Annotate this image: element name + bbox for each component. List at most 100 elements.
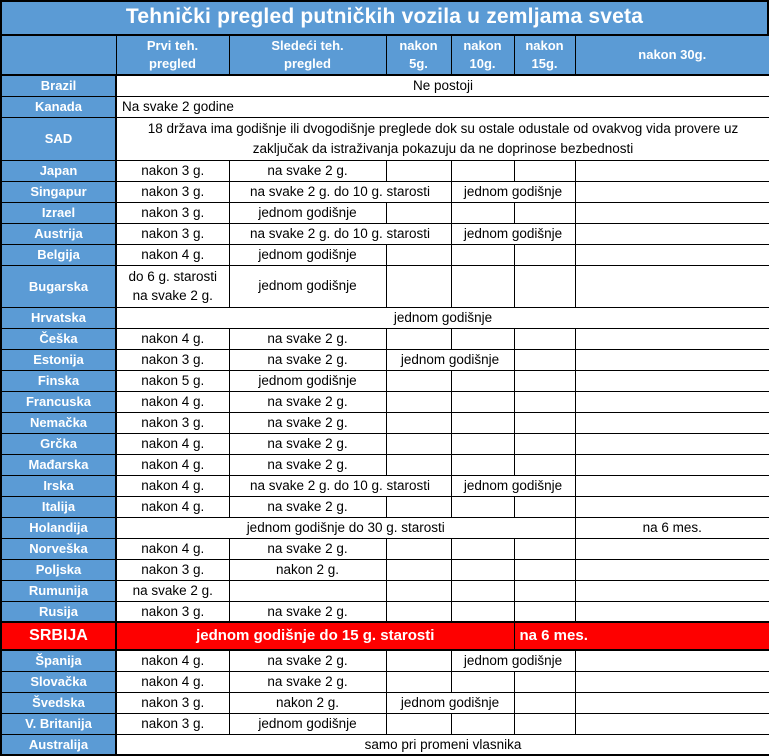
page-title: Tehnički pregled putničkih vozila u zeml… bbox=[0, 0, 769, 34]
table-cell bbox=[574, 474, 769, 497]
table-cell bbox=[513, 432, 576, 455]
table-cell: nakon 3 g. bbox=[115, 159, 230, 182]
column-header-0 bbox=[0, 34, 117, 76]
table-row: SAD 18 država ima godišnje ili dvogodišnj… bbox=[0, 116, 769, 161]
country-label: SAD bbox=[0, 116, 117, 161]
country-label: Irska bbox=[0, 474, 117, 497]
table-cell bbox=[385, 453, 452, 476]
table-cell: jednom godišnje bbox=[385, 348, 515, 371]
table-cell: nakon 3 g. bbox=[115, 691, 230, 714]
table-row: SRBIJA jednom godišnje do 15 g. starosti n… bbox=[0, 621, 769, 652]
table-cell bbox=[513, 558, 576, 581]
table-cell bbox=[450, 201, 515, 224]
country-label: Italija bbox=[0, 495, 117, 518]
table-cell bbox=[513, 712, 576, 735]
table-cell bbox=[450, 411, 515, 434]
table-cell bbox=[574, 649, 769, 672]
table-cell: nakon 4 g. bbox=[115, 453, 230, 476]
table-cell bbox=[385, 432, 452, 455]
country-label: Singapur bbox=[0, 180, 117, 203]
table-row: Singapur nakon 3 g. na svake 2 g. do 10 g.… bbox=[0, 180, 769, 203]
table-cell: jednom godišnje bbox=[228, 264, 387, 308]
table-cell: na svake 2 g. do 10 g. starosti bbox=[228, 222, 452, 245]
table-cell: na svake 2 g. bbox=[115, 579, 230, 602]
table-cell bbox=[450, 390, 515, 413]
table-cell bbox=[450, 432, 515, 455]
country-label: Kanada bbox=[0, 95, 117, 118]
table-cell: na svake 2 g. bbox=[228, 432, 387, 455]
table-cell bbox=[574, 348, 769, 371]
table-cell bbox=[228, 579, 387, 602]
table-row: Poljska nakon 3 g. nakon 2 g. bbox=[0, 558, 769, 581]
table-row: Italija nakon 4 g. na svake 2 g. bbox=[0, 495, 769, 518]
table-row: Rusija nakon 3 g. na svake 2 g. bbox=[0, 600, 769, 623]
table-cell: jednom godišnje bbox=[450, 474, 576, 497]
table-cell: na svake 2 g. bbox=[228, 495, 387, 518]
table-cell bbox=[513, 579, 576, 602]
table-cell bbox=[513, 600, 576, 623]
table-cell: nakon 4 g. bbox=[115, 390, 230, 413]
table-row: Australija samo pri promeni vlasnika bbox=[0, 733, 769, 756]
table-cell: 18 država ima godišnje ili dvogodišnje p… bbox=[115, 116, 769, 161]
inspection-table: Prvi teh. pregled Sledeći teh. pregled nakon… bbox=[0, 34, 769, 756]
table-cell: nakon 3 g. bbox=[115, 558, 230, 581]
table-cell bbox=[574, 670, 769, 693]
table-cell bbox=[513, 537, 576, 560]
table-cell: na svake 2 g. bbox=[228, 670, 387, 693]
table-cell bbox=[385, 537, 452, 560]
table-cell bbox=[574, 390, 769, 413]
table-row: Češka nakon 4 g. na svake 2 g. bbox=[0, 327, 769, 350]
table-row: Francuska nakon 4 g. na svake 2 g. bbox=[0, 390, 769, 413]
table-row: V. Britanija nakon 3 g. jednom godišnje bbox=[0, 712, 769, 735]
country-label: Brazil bbox=[0, 74, 117, 97]
table-cell: na svake 2 g. bbox=[228, 537, 387, 560]
country-label: Austrija bbox=[0, 222, 117, 245]
table-row: Mađarska nakon 4 g. na svake 2 g. bbox=[0, 453, 769, 476]
table-cell: nakon 3 g. bbox=[115, 201, 230, 224]
table-header: Prvi teh. pregled Sledeći teh. pregled nakon… bbox=[0, 34, 769, 76]
table-cell bbox=[574, 712, 769, 735]
table-cell bbox=[450, 712, 515, 735]
table-row: Hrvatska jednom godišnje bbox=[0, 306, 769, 329]
table-cell bbox=[450, 600, 515, 623]
table-cell: nakon 4 g. bbox=[115, 670, 230, 693]
table-cell: jednom godišnje do 15 g. starosti bbox=[115, 621, 515, 652]
table-cell: do 6 g. starosti na svake 2 g. bbox=[115, 264, 230, 308]
table-row: Švedska nakon 3 g. nakon 2 g. jednom godišn… bbox=[0, 691, 769, 714]
table-cell bbox=[385, 243, 452, 266]
country-label: Rumunija bbox=[0, 579, 117, 602]
table-row: Belgija nakon 4 g. jednom godišnje bbox=[0, 243, 769, 266]
table-cell bbox=[574, 327, 769, 350]
table-cell bbox=[450, 558, 515, 581]
country-label: Španija bbox=[0, 649, 117, 672]
country-label: SRBIJA bbox=[0, 621, 117, 652]
table-body: Brazil Ne postoji Kanada Na svake 2 godine S… bbox=[0, 74, 769, 756]
table-cell: na 6 mes. bbox=[574, 516, 769, 539]
table-cell bbox=[513, 327, 576, 350]
table-cell: nakon 4 g. bbox=[115, 327, 230, 350]
table-cell bbox=[574, 579, 769, 602]
table-cell bbox=[450, 369, 515, 392]
table-cell: na svake 2 g. bbox=[228, 348, 387, 371]
country-label: Estonija bbox=[0, 348, 117, 371]
table-row: Nemačka nakon 3 g. na svake 2 g. bbox=[0, 411, 769, 434]
table-cell: jednom godišnje bbox=[450, 222, 576, 245]
table-cell bbox=[574, 432, 769, 455]
table-cell bbox=[513, 264, 576, 308]
table-cell bbox=[513, 390, 576, 413]
table-cell: nakon 4 g. bbox=[115, 243, 230, 266]
table-cell: jednom godišnje bbox=[450, 180, 576, 203]
table-row: Bugarska do 6 g. starosti na svake 2 g. je… bbox=[0, 264, 769, 308]
table-cell bbox=[574, 159, 769, 182]
table-cell: nakon 3 g. bbox=[115, 712, 230, 735]
country-label: Hrvatska bbox=[0, 306, 117, 329]
column-header-5: nakon 15g. bbox=[513, 34, 576, 76]
table-cell: nakon 4 g. bbox=[115, 432, 230, 455]
country-label: Češka bbox=[0, 327, 117, 350]
table-cell bbox=[385, 390, 452, 413]
table-cell bbox=[385, 579, 452, 602]
column-header-4: nakon 10g. bbox=[450, 34, 515, 76]
table-row: Kanada Na svake 2 godine bbox=[0, 95, 769, 118]
table-cell bbox=[574, 369, 769, 392]
table-cell bbox=[450, 159, 515, 182]
